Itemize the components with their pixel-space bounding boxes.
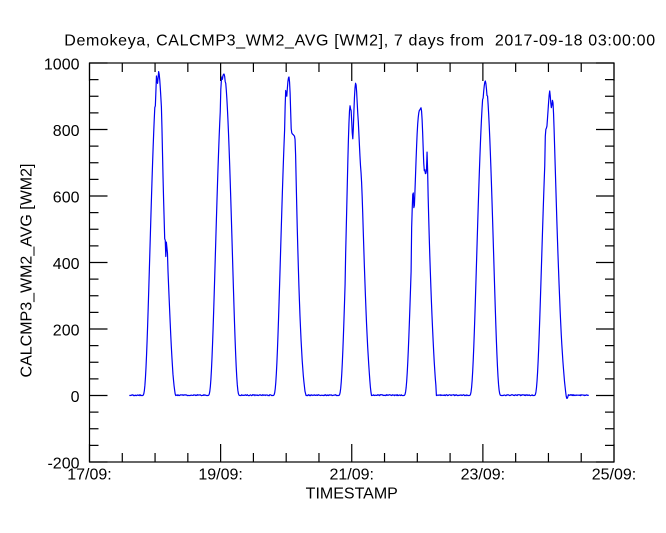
svg-text:19/09:: 19/09:: [198, 466, 242, 483]
svg-text:1000: 1000: [44, 57, 80, 74]
svg-text:Demokeya, CALCMP3_WM2_AVG [WM2: Demokeya, CALCMP3_WM2_AVG [WM2], 7 days …: [64, 33, 656, 50]
svg-text:25/09:: 25/09:: [592, 466, 636, 483]
svg-text:23/09:: 23/09:: [461, 466, 505, 483]
svg-text:17/09:: 17/09:: [67, 466, 111, 483]
svg-text:0: 0: [71, 389, 80, 406]
svg-text:TIMESTAMP: TIMESTAMP: [306, 485, 398, 502]
svg-text:800: 800: [53, 123, 80, 140]
svg-text:200: 200: [53, 323, 80, 340]
svg-text:21/09:: 21/09:: [330, 466, 374, 483]
svg-text:CALCMP3_WM2_AVG [WM2]: CALCMP3_WM2_AVG [WM2]: [19, 164, 36, 378]
svg-text:600: 600: [53, 190, 80, 207]
svg-text:-200: -200: [47, 456, 79, 473]
svg-text:400: 400: [53, 256, 80, 273]
